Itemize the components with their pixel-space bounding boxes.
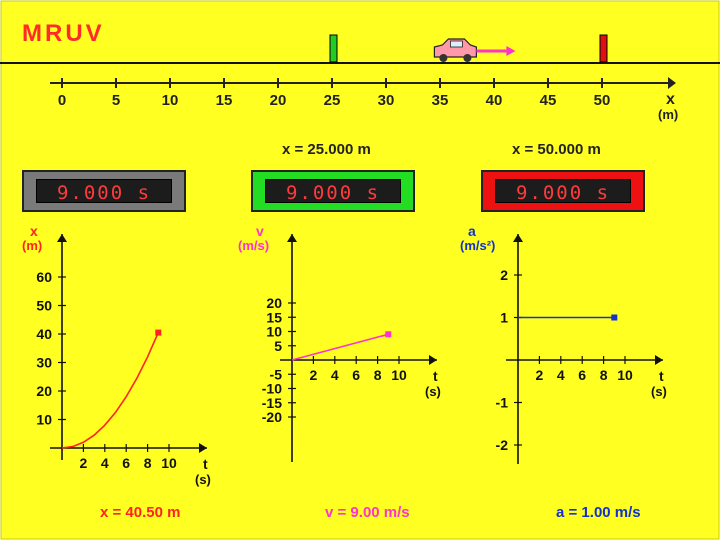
x-tick-label: 8 <box>144 455 152 471</box>
velocity-readout: v = 9.00 m/s <box>325 504 410 521</box>
position-time-graph: x(m) 60 50 40 30 20 10 2 4 6 8 10 t(s) <box>22 228 211 487</box>
x-axis-unit: (s) <box>425 384 441 399</box>
timer-display: 9.000 s <box>495 179 631 204</box>
timer-display: 9.000 s <box>265 179 401 204</box>
ruler-tick-label: 35 <box>432 92 449 109</box>
x-tick-label: 10 <box>617 367 633 383</box>
timer-panel-red: 9.000 s <box>481 170 645 212</box>
timer-display: 9.000 s <box>36 179 172 204</box>
ruler-tick-label: 15 <box>216 92 233 109</box>
velocity-arrow-head <box>506 46 516 56</box>
y-tick-label: 1 <box>500 310 508 326</box>
y-axis-label: v <box>256 228 264 239</box>
ruler-tick-label: 20 <box>270 92 287 109</box>
y-tick-label: 30 <box>36 355 52 371</box>
y-tick-label: -20 <box>262 409 282 425</box>
x-tick-label: 8 <box>374 367 382 383</box>
acceleration-time-graph: a(m/s²)21-1-22 4 6 8 10 t(s) <box>460 228 667 464</box>
timer-value: 9.000 s <box>285 182 381 204</box>
x-tick-label: 6 <box>122 455 130 471</box>
series-endpoint <box>155 329 162 336</box>
y-tick-label: 10 <box>266 324 282 340</box>
y-axis-unit: (m) <box>22 238 42 253</box>
x-tick-label: 2 <box>536 367 544 383</box>
timer-panel-green: 9.000 s <box>251 170 415 212</box>
series-endpoint <box>385 331 392 338</box>
ruler-axis-unit: (m) <box>658 107 678 122</box>
y-tick-label: 10 <box>36 412 52 428</box>
x-axis-label: t <box>659 368 664 384</box>
x-tick-label: 2 <box>310 367 318 383</box>
ruler-tick-label: 10 <box>162 92 179 109</box>
x-axis-label: t <box>203 456 208 472</box>
red-marker-position: x = 50.000 m <box>512 141 601 158</box>
y-tick-label: 50 <box>36 298 52 314</box>
y-tick-label: 2 <box>500 267 508 283</box>
ruler-tick-label: 25 <box>324 92 341 109</box>
red-marker[interactable] <box>599 34 608 63</box>
x-tick-label: 4 <box>101 455 109 471</box>
x-tick-label: 10 <box>391 367 407 383</box>
y-tick-label: 40 <box>36 326 52 342</box>
ruler-tick-label: 30 <box>378 92 395 109</box>
timer-value: 9.000 s <box>515 182 611 204</box>
series-line <box>291 333 389 361</box>
acceleration-readout: a = 1.00 m/s <box>556 504 641 521</box>
y-tick-label: -15 <box>262 395 282 411</box>
ruler-tick-label: 0 <box>58 92 66 109</box>
x-axis-unit: (s) <box>651 384 667 399</box>
x-axis-unit: (s) <box>195 472 211 487</box>
y-axis-unit: (m/s) <box>238 238 269 253</box>
y-tick-label: 15 <box>266 309 282 325</box>
x-tick-label: 4 <box>557 367 565 383</box>
y-tick-label: -2 <box>496 437 509 453</box>
green-marker[interactable] <box>329 34 338 63</box>
ruler-tick-label: 40 <box>486 92 503 109</box>
y-tick-label: 20 <box>36 383 52 399</box>
ruler-tick-label: 5 <box>112 92 120 109</box>
app-title: MRUV <box>22 20 105 47</box>
timer-panel-gray: 9.000 s <box>22 170 186 212</box>
series-line <box>61 332 160 449</box>
x-tick-label: 6 <box>352 367 360 383</box>
ruler-tick-label: 50 <box>594 92 611 109</box>
x-axis-label: t <box>433 368 438 384</box>
y-tick-label: 20 <box>266 295 282 311</box>
y-tick-label: 60 <box>36 269 52 285</box>
y-tick-label: -10 <box>262 381 282 397</box>
green-marker-position: x = 25.000 m <box>282 141 371 158</box>
y-tick-label: 5 <box>274 338 282 354</box>
position-track: 0 5 10 15 20 25 30 35 40 45 50 x (m) x = 25.000 m … <box>0 34 720 158</box>
car-icon[interactable] <box>433 38 477 62</box>
x-tick-label: 2 <box>80 455 88 471</box>
y-axis-label: a <box>468 228 476 239</box>
ruler-tick-label: 45 <box>540 92 557 109</box>
y-axis-label: x <box>30 228 38 239</box>
y-tick-label: -1 <box>496 395 509 411</box>
x-tick-label: 8 <box>600 367 608 383</box>
x-tick-label: 10 <box>161 455 177 471</box>
x-tick-label: 4 <box>331 367 339 383</box>
y-axis-unit: (m/s²) <box>460 238 495 253</box>
y-tick-label: -5 <box>270 366 283 382</box>
timer-value: 9.000 s <box>56 182 152 204</box>
series-endpoint <box>611 314 618 321</box>
x-tick-label: 6 <box>578 367 586 383</box>
ruler-axis-label: x <box>666 91 675 108</box>
position-readout: x = 40.50 m <box>100 504 181 521</box>
